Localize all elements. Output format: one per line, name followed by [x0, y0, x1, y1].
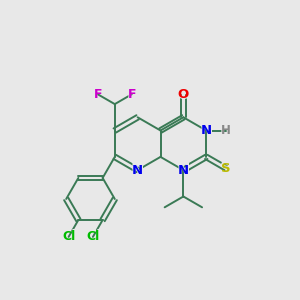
Text: Cl: Cl	[85, 230, 101, 244]
Text: N: N	[201, 124, 212, 137]
Text: N: N	[200, 123, 213, 138]
Text: O: O	[177, 87, 190, 102]
Text: N: N	[178, 164, 189, 177]
Text: F: F	[93, 87, 103, 102]
Text: N: N	[132, 164, 143, 177]
Text: F: F	[127, 87, 137, 102]
Text: O: O	[178, 88, 189, 101]
Text: H: H	[220, 123, 232, 138]
Text: H: H	[221, 124, 231, 137]
Text: N: N	[177, 163, 190, 178]
Text: Cl: Cl	[86, 230, 100, 243]
Text: F: F	[94, 88, 102, 101]
Text: S: S	[221, 162, 230, 175]
Text: N: N	[131, 163, 144, 178]
Text: Cl: Cl	[61, 230, 77, 244]
Text: S: S	[220, 161, 232, 176]
Text: F: F	[128, 88, 136, 101]
Text: Cl: Cl	[62, 230, 75, 243]
